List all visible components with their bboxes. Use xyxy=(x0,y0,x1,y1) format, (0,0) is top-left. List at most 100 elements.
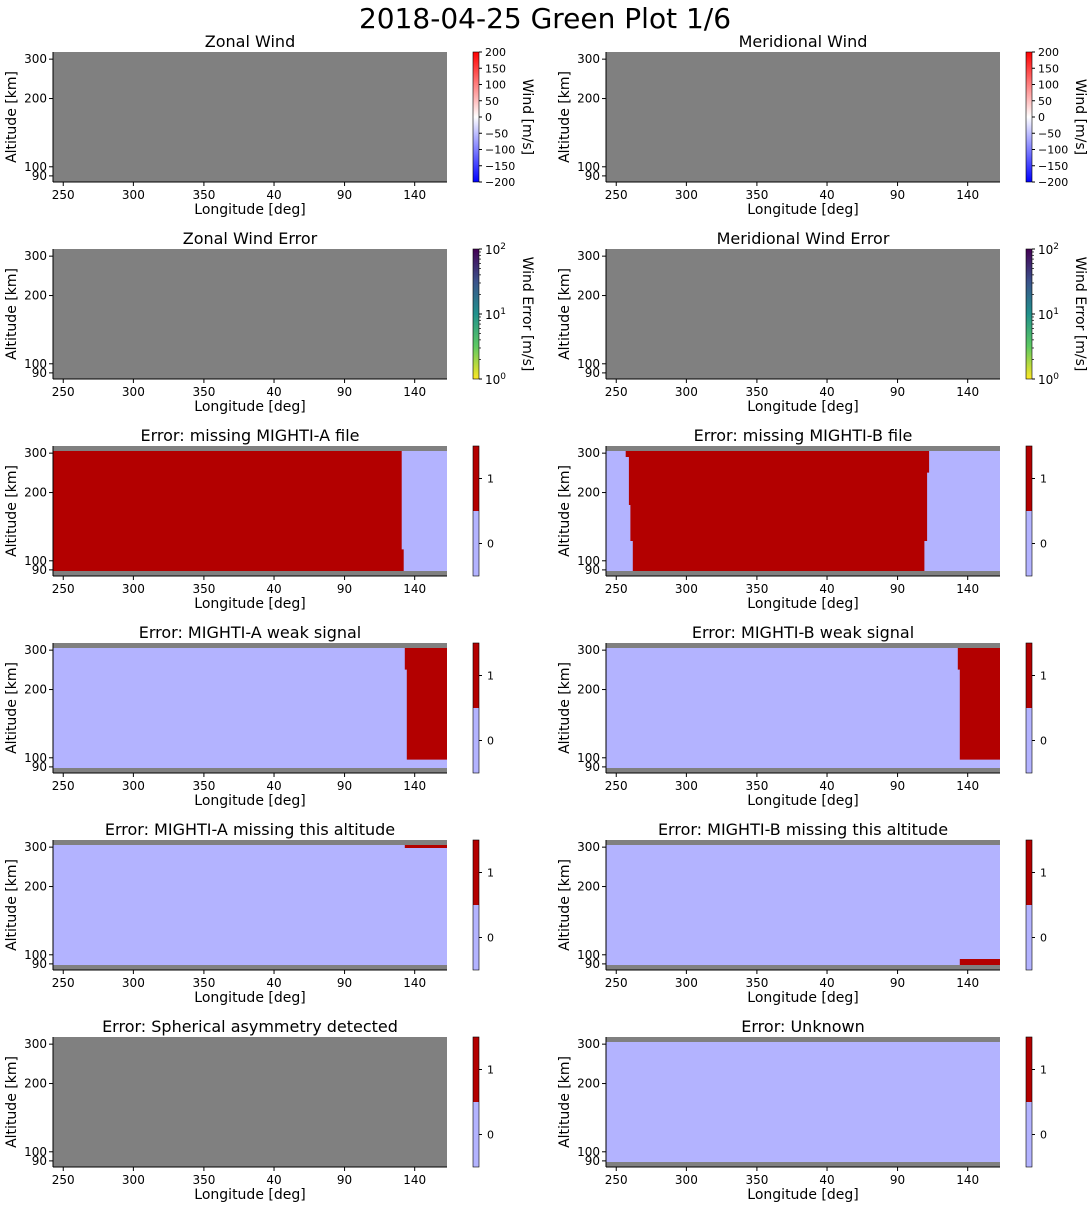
colorbar-tick-label: 101 xyxy=(485,307,506,322)
x-tick-label: 40 xyxy=(819,779,834,793)
x-tick-label: 300 xyxy=(122,385,145,399)
colorbar-gradient xyxy=(473,52,479,182)
x-tick-label: 40 xyxy=(266,385,281,399)
colorbar-tick-label: 100 xyxy=(485,79,506,92)
y-tick-label: 100 xyxy=(24,160,47,174)
colorbar-flag1 xyxy=(473,643,479,708)
x-tick-label: 350 xyxy=(745,188,768,202)
x-tick-label: 140 xyxy=(403,976,426,990)
colorbar-tick-label: 0 xyxy=(487,1129,494,1142)
colorbar-frame xyxy=(1025,839,1033,971)
x-tick-label: 40 xyxy=(819,582,834,596)
colorbar-flag0 xyxy=(473,905,479,970)
colorbar-flag1 xyxy=(1026,446,1032,511)
x-tick-label: 140 xyxy=(403,188,426,202)
x-tick-label: 250 xyxy=(605,779,628,793)
y-axis-label: Altitude [km] xyxy=(557,71,573,163)
colorbar-tick-label: 150 xyxy=(1038,62,1059,75)
y-axis-label: Altitude [km] xyxy=(557,662,573,754)
x-axis-label: Longitude [deg] xyxy=(194,596,305,612)
subplot-title: Error: Spherical asymmetry detected xyxy=(102,1017,398,1036)
y-tick-label: 100 xyxy=(577,1145,600,1159)
subplot-title: Zonal Wind xyxy=(205,32,295,51)
heatmap-nodata-area xyxy=(606,249,1000,379)
colorbar-tick-label: 1 xyxy=(1040,473,1047,486)
y-axis-label: Altitude [km] xyxy=(4,662,20,754)
x-tick-label: 90 xyxy=(890,385,905,399)
heatmap-flag0-area xyxy=(53,648,447,768)
subplot-title: Error: Unknown xyxy=(741,1017,864,1036)
x-tick-label: 40 xyxy=(819,385,834,399)
y-tick-label: 300 xyxy=(24,643,47,657)
colorbar-flag1 xyxy=(1026,1037,1032,1102)
x-tick-label: 90 xyxy=(337,188,352,202)
y-tick-label: 100 xyxy=(24,948,47,962)
colorbar-flag0 xyxy=(473,1102,479,1167)
x-axis-label: Longitude [deg] xyxy=(194,990,305,1006)
colorbar-frame xyxy=(472,51,480,183)
colorbar-flag0 xyxy=(1026,905,1032,970)
x-tick-label: 300 xyxy=(675,385,698,399)
subplot-title: Error: missing MIGHTI-A file xyxy=(141,426,360,445)
y-axis-label: Altitude [km] xyxy=(557,465,573,557)
y-tick-label: 100 xyxy=(577,751,600,765)
x-tick-label: 250 xyxy=(605,385,628,399)
colorbar-tick-label: 100 xyxy=(1038,79,1059,92)
y-axis-label: Altitude [km] xyxy=(557,859,573,951)
heatmap-nodata-area xyxy=(606,52,1000,182)
x-tick-label: 350 xyxy=(745,976,768,990)
colorbar-tick-label: 200 xyxy=(485,46,506,59)
y-tick-label: 90 xyxy=(32,563,47,577)
heatmap-nodata-area xyxy=(53,1037,447,1167)
colorbar-tick-label: 1 xyxy=(487,1064,494,1077)
x-axis-label: Longitude [deg] xyxy=(194,399,305,415)
x-tick-label: 90 xyxy=(337,582,352,596)
x-tick-label: 250 xyxy=(52,1173,75,1187)
y-axis-label: Altitude [km] xyxy=(557,1056,573,1148)
x-tick-label: 250 xyxy=(52,385,75,399)
subplot-6: Error: missing MIGHTI-B file 250 300 350 40 9… xyxy=(557,426,1047,612)
x-tick-label: 140 xyxy=(956,582,979,596)
x-tick-label: 140 xyxy=(403,1173,426,1187)
heatmap-flag0-area xyxy=(606,845,1000,965)
colorbar-tick-label: −150 xyxy=(485,160,515,173)
colorbar-frame xyxy=(1025,445,1033,577)
subplot-title: Error: MIGHTI-B missing this altitude xyxy=(658,820,948,839)
heatmap-flag1-region xyxy=(959,959,1000,965)
x-tick-label: 140 xyxy=(956,1173,979,1187)
x-tick-label: 250 xyxy=(52,582,75,596)
colorbar-gradient xyxy=(473,249,479,379)
x-tick-label: 250 xyxy=(605,976,628,990)
subplot-9: Error: MIGHTI-A missing this altitude 250… xyxy=(4,820,494,1006)
colorbar-tick-label: 102 xyxy=(485,242,506,257)
heatmap-flag1-region xyxy=(957,648,1000,760)
subplot-7: Error: MIGHTI-A weak signal 250 300 350 40 90… xyxy=(4,623,494,809)
y-tick-label: 300 xyxy=(577,1037,600,1051)
x-tick-label: 90 xyxy=(337,385,352,399)
y-tick-label: 300 xyxy=(577,643,600,657)
heatmap-flag1-region xyxy=(53,451,404,571)
x-tick-label: 90 xyxy=(890,582,905,596)
x-axis-label: Longitude [deg] xyxy=(194,793,305,809)
x-tick-label: 140 xyxy=(403,582,426,596)
y-axis-label: Altitude [km] xyxy=(4,1056,20,1148)
colorbar-frame xyxy=(1025,1036,1033,1168)
colorbar-tick-label: 1 xyxy=(487,670,494,683)
x-tick-label: 350 xyxy=(192,1173,215,1187)
x-tick-label: 350 xyxy=(192,779,215,793)
subplot-title: Zonal Wind Error xyxy=(183,229,318,248)
x-axis-label: Longitude [deg] xyxy=(747,990,858,1006)
subplot-title: Error: MIGHTI-B weak signal xyxy=(692,623,914,642)
y-tick-label: 90 xyxy=(585,169,600,183)
y-axis-label: Altitude [km] xyxy=(4,465,20,557)
y-tick-label: 200 xyxy=(24,92,47,106)
x-tick-label: 140 xyxy=(403,779,426,793)
figure-title: 2018-04-25 Green Plot 1/6 xyxy=(358,2,732,35)
x-tick-label: 300 xyxy=(122,779,145,793)
heatmap-nodata-area xyxy=(53,52,447,182)
colorbar-frame xyxy=(1025,248,1033,380)
